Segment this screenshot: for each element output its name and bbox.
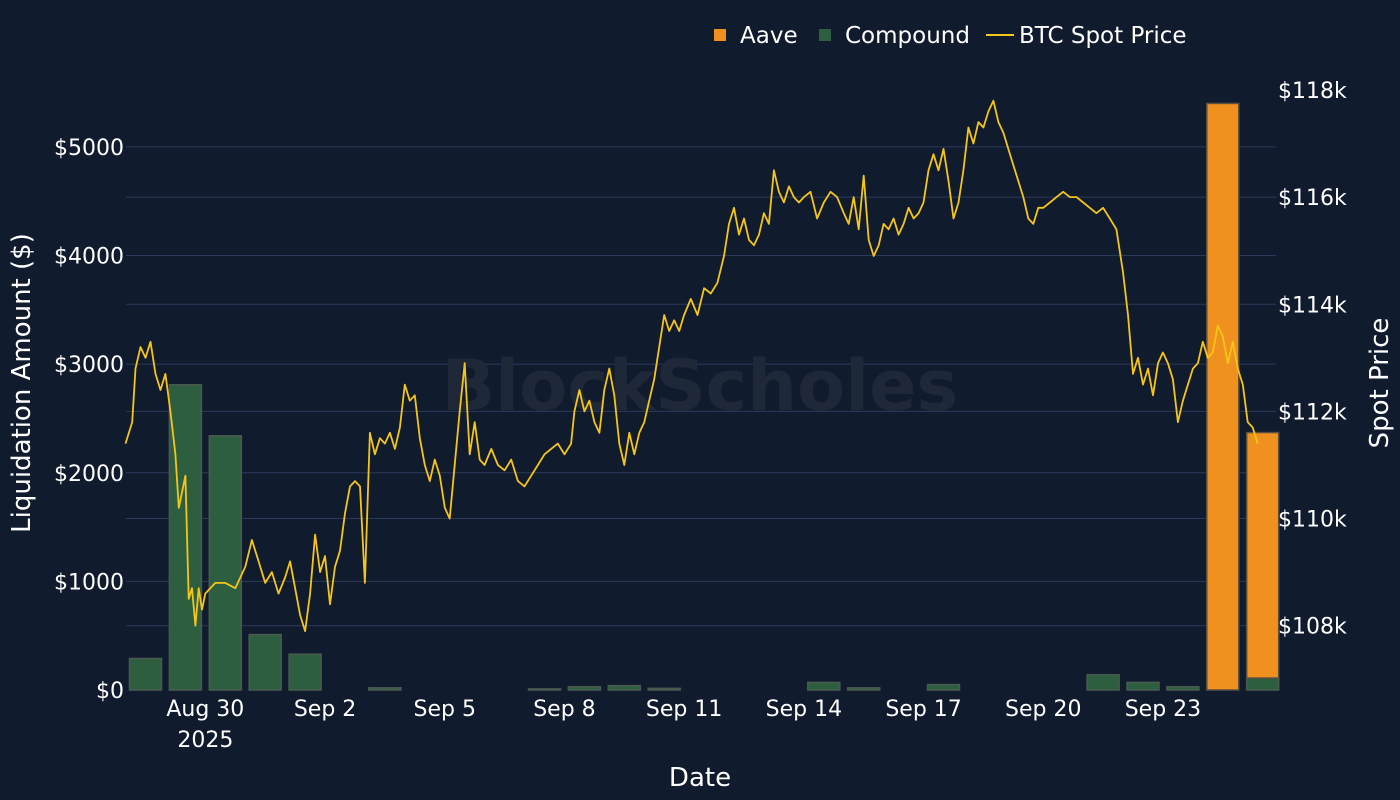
y2-tick-label: $112k: [1278, 400, 1347, 425]
legend[interactable]: Aave Compound BTC Spot Price: [714, 23, 1187, 49]
x-tick-line: Sep 5: [414, 697, 476, 722]
x-tick-line: Sep 17: [885, 697, 961, 722]
y2-axis-title: Spot Price: [1365, 318, 1395, 449]
y2-tick-label: $108k: [1278, 615, 1347, 640]
x-tick-label: Sep 23: [1125, 697, 1201, 722]
legend-item-compound[interactable]: Compound: [819, 23, 970, 49]
y-tick-label: $4000: [54, 245, 124, 270]
bar-compound-2025-08-29[interactable]: [168, 384, 203, 691]
bar-compound-2025-09-14[interactable]: [807, 681, 841, 691]
x-tick-label: Sep 8: [533, 697, 595, 722]
bar-compound-2025-09-10[interactable]: [647, 687, 681, 691]
bar-compound-2025-09-09[interactable]: [607, 684, 642, 691]
legend-swatch-aave: [714, 29, 726, 41]
legend-swatch-compound: [819, 29, 831, 41]
x-tick-line: Sep 11: [646, 697, 722, 722]
x-tick-line: Aug 30: [166, 697, 244, 722]
y-tick-label: $1000: [54, 570, 124, 595]
x-tick-line: Sep 14: [766, 697, 842, 722]
y2-tick-label: $114k: [1278, 293, 1347, 318]
bar-compound-2025-08-31[interactable]: [248, 633, 282, 691]
x-tick-label: Sep 17: [885, 697, 961, 722]
bar-compound-2025-09-01[interactable]: [288, 653, 322, 691]
legend-label-btc: BTC Spot Price: [1019, 23, 1187, 49]
x-tick-label: Aug 30 2025: [166, 697, 244, 753]
btc-line-layer: [124, 99, 1259, 632]
y2-tick-label: $116k: [1278, 186, 1347, 211]
x-tick-line: Sep 8: [533, 697, 595, 722]
x-tick-line: Sep 2: [294, 697, 356, 722]
y-axis-title: Liquidation Amount ($): [7, 233, 37, 533]
x-tick-label: Sep 14: [766, 697, 842, 722]
legend-item-btc[interactable]: BTC Spot Price: [986, 23, 1187, 49]
bar-compound-2025-09-03[interactable]: [368, 687, 402, 691]
bar-compound-2025-08-28[interactable]: [128, 657, 163, 691]
y-tick-label: $5000: [54, 136, 124, 161]
bar-aave-2025-09-24[interactable]: [1206, 102, 1240, 691]
y-tick-label: $3000: [54, 353, 124, 378]
y-tick-label: $0: [96, 679, 124, 704]
watermark: BlockScholes: [442, 345, 958, 427]
bars-layer: [128, 102, 1280, 691]
bar-compound-2025-09-23[interactable]: [1166, 685, 1200, 691]
x-tick-line: Sep 23: [1125, 697, 1201, 722]
tick-labels: $0 $1000 $2000 $3000 $4000 $5000 $108k $110k $11…: [54, 79, 1347, 753]
bar-compound-2025-08-30[interactable]: [208, 435, 243, 691]
legend-label-compound: Compound: [845, 23, 970, 49]
btc-spot-price-line[interactable]: [124, 99, 1259, 632]
bar-compound-2025-09-22[interactable]: [1126, 681, 1160, 691]
bar-compound-2025-09-08[interactable]: [567, 685, 602, 691]
x-tick-line: Sep 20: [1005, 697, 1081, 722]
x-tick-label: Sep 5: [414, 697, 476, 722]
legend-label-aave: Aave: [740, 23, 798, 49]
bar-compound-2025-09-21[interactable]: [1086, 674, 1120, 691]
x-tick-label: Sep 11: [646, 697, 722, 722]
x-tick-label: Sep 2: [294, 697, 356, 722]
bar-compound-2025-09-15[interactable]: [846, 687, 881, 691]
bar-compound-2025-09-25[interactable]: [1245, 677, 1280, 691]
bar-compound-2025-09-07[interactable]: [527, 688, 562, 691]
x-axis-title: Date: [669, 763, 731, 793]
bar-aave-2025-09-25[interactable]: [1245, 431, 1280, 679]
bar-compound-2025-09-17[interactable]: [926, 683, 961, 691]
x-tick-line: 2025: [177, 728, 233, 753]
y2-tick-label: $118k: [1278, 79, 1347, 104]
y2-tick-label: $110k: [1278, 508, 1347, 533]
x-tick-label: Sep 20: [1005, 697, 1081, 722]
legend-item-aave[interactable]: Aave: [714, 23, 798, 49]
y-tick-label: $2000: [54, 462, 124, 487]
